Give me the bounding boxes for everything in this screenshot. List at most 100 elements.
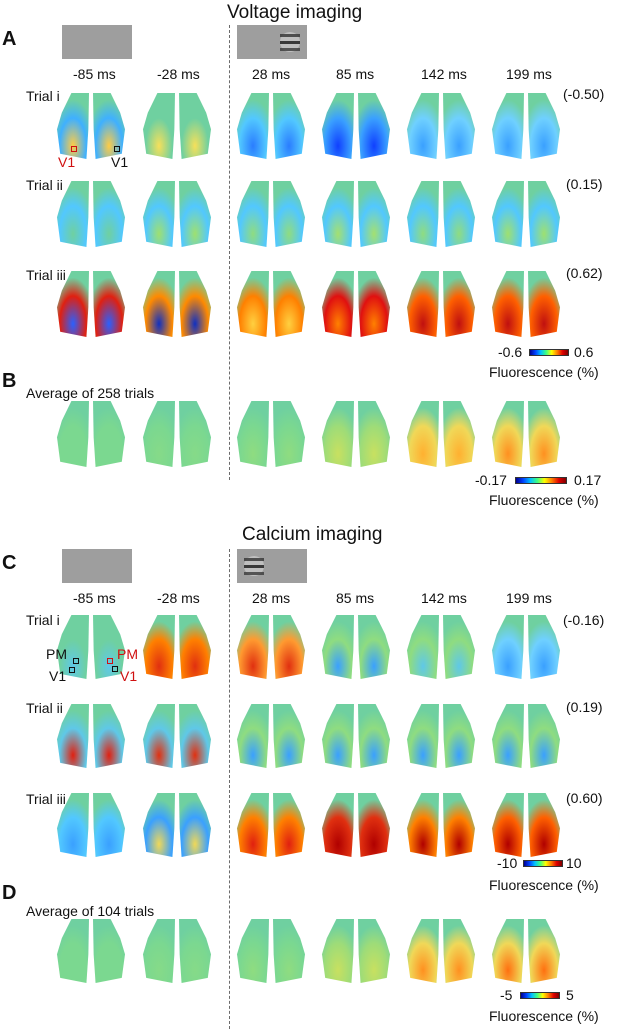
calcium-brain-map-r4-c4 xyxy=(322,919,390,983)
voltage-roi-marker-left xyxy=(71,146,77,152)
voltage-brain-map-r3-c5 xyxy=(407,271,475,337)
calcium-brain-map-r2-c3 xyxy=(237,704,305,768)
calcium-time-0: -85 ms xyxy=(73,590,116,606)
voltage-colorbar-avg xyxy=(515,477,567,484)
grating-icon xyxy=(280,32,300,52)
calcium-time-2: 28 ms xyxy=(252,590,291,606)
voltage-brain-map-r1-c6 xyxy=(492,93,560,159)
calcium-time-5: 199 ms xyxy=(506,590,552,606)
voltage-brain-map-r2-c4 xyxy=(322,181,390,247)
voltage-brain-map-r2-c1 xyxy=(57,181,125,247)
calcium-brain-map-r1-c6 xyxy=(492,615,560,679)
grating-icon xyxy=(244,556,264,576)
stimulus-onset-divider-voltage xyxy=(229,25,230,480)
calcium-brain-map-r2-c6 xyxy=(492,704,560,768)
calcium-brain-map-r3-c3 xyxy=(237,793,305,857)
calcium-roi-pm-right: PM xyxy=(117,646,138,662)
voltage-title: Voltage imaging xyxy=(227,2,363,23)
calcium-brain-map-r1-c1 xyxy=(57,615,125,679)
voltage-roi-marker-right xyxy=(114,146,120,152)
calcium-title: Calcium imaging xyxy=(242,524,383,545)
calcium-colorbar-avg-min: -5 xyxy=(500,987,513,1003)
voltage-colorbar-avg-min: -0.17 xyxy=(475,472,507,488)
calcium-brain-map-r4-c2 xyxy=(143,919,211,983)
voltage-stimulus-blank xyxy=(62,25,132,59)
voltage-brain-map-r1-c5 xyxy=(407,93,475,159)
calcium-brain-map-r2-c2 xyxy=(143,704,211,768)
voltage-trial-label-1: Trial i xyxy=(26,88,60,104)
voltage-brain-map-r1-c1 xyxy=(57,93,125,159)
calcium-brain-map-r3-c5 xyxy=(407,793,475,857)
voltage-brain-map-r3-c4 xyxy=(322,271,390,337)
calcium-brain-map-r4-c3 xyxy=(237,919,305,983)
calcium-roi-v1-left: V1 xyxy=(49,668,67,684)
calcium-trial-corr-1: (-0.16) xyxy=(563,612,605,628)
calcium-brain-map-r4-c5 xyxy=(407,919,475,983)
voltage-roi-label-right: V1 xyxy=(111,154,129,170)
calcium-brain-map-r1-c2 xyxy=(143,615,211,679)
voltage-trial-corr-3: (0.62) xyxy=(566,265,603,281)
voltage-brain-map-r2-c6 xyxy=(492,181,560,247)
panel-a-letter: A xyxy=(2,28,17,50)
calcium-brain-map-r3-c1 xyxy=(57,793,125,857)
calcium-roi-marker-pm-right xyxy=(107,658,113,664)
voltage-colorbar-trials-max: 0.6 xyxy=(574,344,594,360)
calcium-brain-map-r2-c1 xyxy=(57,704,125,768)
calcium-brain-map-r3-c6 xyxy=(492,793,560,857)
voltage-average-label: Average of 258 trials xyxy=(26,385,155,401)
calcium-colorbar-trials-min: -10 xyxy=(497,855,518,871)
calcium-roi-marker-pm-left xyxy=(73,658,79,664)
panel-b-letter: B xyxy=(2,370,17,392)
calcium-colorbar-avg-max: 5 xyxy=(566,987,574,1003)
voltage-roi-label-left: V1 xyxy=(58,154,76,170)
voltage-trial-corr-2: (0.15) xyxy=(566,176,603,192)
calcium-brain-map-r1-c5 xyxy=(407,615,475,679)
voltage-colorbar-avg-label: Fluorescence (%) xyxy=(489,492,599,508)
voltage-brain-map-r4-c6 xyxy=(492,401,560,467)
voltage-brain-map-r3-c6 xyxy=(492,271,560,337)
calcium-trial-label-1: Trial i xyxy=(26,612,60,628)
voltage-brain-map-r3-c1 xyxy=(57,271,125,337)
voltage-time-5: 199 ms xyxy=(506,66,552,82)
stimulus-onset-divider-calcium xyxy=(229,549,230,1029)
voltage-brain-map-r4-c5 xyxy=(407,401,475,467)
calcium-brain-map-r3-c4 xyxy=(322,793,390,857)
calcium-brain-map-r2-c5 xyxy=(407,704,475,768)
voltage-colorbar-avg-max: 0.17 xyxy=(574,472,602,488)
calcium-average-label: Average of 104 trials xyxy=(26,903,155,919)
voltage-time-0: -85 ms xyxy=(73,66,116,82)
calcium-trial-corr-3: (0.60) xyxy=(566,790,603,806)
calcium-time-1: -28 ms xyxy=(157,590,200,606)
calcium-stimulus-blank xyxy=(62,549,132,583)
voltage-colorbar-trials-min: -0.6 xyxy=(498,344,523,360)
calcium-colorbar-avg-label: Fluorescence (%) xyxy=(489,1008,599,1024)
calcium-brain-map-r1-c3 xyxy=(237,615,305,679)
voltage-brain-map-r2-c2 xyxy=(143,181,211,247)
calcium-trial-label-2: Trial ii xyxy=(26,700,63,716)
calcium-colorbar-avg xyxy=(520,992,560,999)
voltage-brain-map-r1-c3 xyxy=(237,93,305,159)
voltage-trial-label-2: Trial ii xyxy=(26,177,63,193)
voltage-stimulus-grating xyxy=(237,25,307,59)
voltage-time-2: 28 ms xyxy=(252,66,291,82)
voltage-brain-map-r1-c2 xyxy=(143,93,211,159)
calcium-roi-marker-v1-right xyxy=(112,666,118,672)
voltage-brain-map-r4-c3 xyxy=(237,401,305,467)
voltage-time-1: -28 ms xyxy=(157,66,200,82)
calcium-time-3: 85 ms xyxy=(336,590,375,606)
voltage-brain-map-r4-c1 xyxy=(57,401,125,467)
calcium-colorbar-trials-label: Fluorescence (%) xyxy=(489,877,599,893)
calcium-time-4: 142 ms xyxy=(421,590,467,606)
panel-c-letter: C xyxy=(2,552,17,574)
calcium-trial-label-3: Trial iii xyxy=(26,791,66,807)
voltage-trial-corr-1: (-0.50) xyxy=(563,86,605,102)
voltage-brain-map-r3-c2 xyxy=(143,271,211,337)
voltage-time-3: 85 ms xyxy=(336,66,375,82)
calcium-brain-map-r4-c6 xyxy=(492,919,560,983)
voltage-brain-map-r1-c4 xyxy=(322,93,390,159)
calcium-brain-map-r1-c4 xyxy=(322,615,390,679)
voltage-colorbar-trials xyxy=(529,349,569,356)
calcium-trial-corr-2: (0.19) xyxy=(566,699,603,715)
voltage-brain-map-r2-c3 xyxy=(237,181,305,247)
voltage-trial-label-3: Trial iii xyxy=(26,267,66,283)
